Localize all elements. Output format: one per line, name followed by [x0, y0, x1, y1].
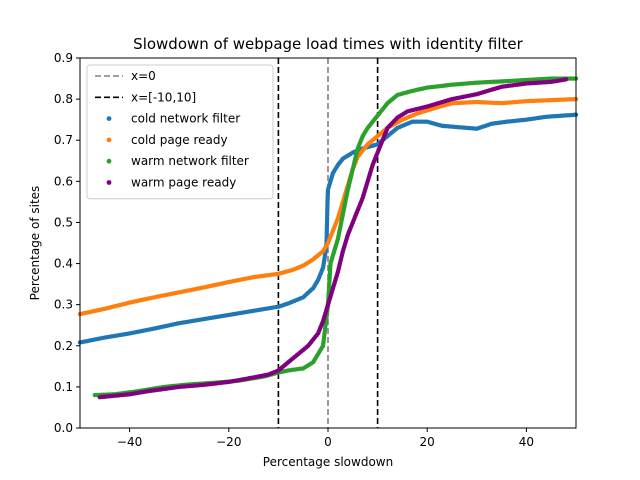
x-tick-label: 0	[324, 435, 332, 449]
legend-label: warm network filter	[131, 154, 249, 168]
point-3-291	[563, 77, 569, 82]
legend-label: x=0	[131, 69, 156, 83]
legend-label: cold page ready	[131, 133, 228, 147]
legend-swatch-dot	[106, 158, 112, 164]
y-tick-label: 0.1	[54, 380, 73, 394]
legend-swatch-dot	[106, 180, 112, 185]
y-tick-label: 0.7	[54, 133, 73, 147]
y-tick-label: 0.0	[54, 421, 73, 435]
legend-swatch-dot	[106, 116, 112, 121]
y-tick-label: 0.3	[54, 298, 73, 312]
legend-box	[86, 64, 274, 200]
legend: x=0 x=[-10,10] cold network filter cold pag…	[86, 64, 274, 200]
legend-swatch-dot	[106, 137, 112, 143]
x-axis-ticks: −40 −20 0 20 40	[117, 428, 534, 449]
series-0	[77, 112, 579, 345]
x-tick-label: 40	[519, 435, 534, 449]
y-tick-label: 0.6	[54, 174, 73, 188]
y-axis-ticks: 0.0 0.1 0.2 0.3 0.4 0.5 0.6 0.7 0.8 0.9	[54, 51, 80, 435]
y-tick-label: 0.9	[54, 51, 73, 65]
x-tick-label: −40	[117, 435, 142, 449]
x-axis-label: Percentage slowdown	[263, 455, 393, 469]
y-tick-label: 0.8	[54, 92, 73, 106]
x-tick-label: 20	[420, 435, 435, 449]
legend-label: cold network filter	[131, 112, 240, 126]
legend-label: warm page ready	[131, 176, 236, 190]
legend-label: x=[-10,10]	[131, 90, 196, 104]
y-axis-label: Percentage of sites	[28, 186, 42, 301]
y-tick-label: 0.4	[54, 257, 73, 271]
x-tick-label: −20	[216, 435, 241, 449]
y-tick-label: 0.2	[54, 339, 73, 353]
chart-title: Slowdown of webpage load times with iden…	[133, 35, 523, 53]
series-3	[97, 77, 569, 400]
y-tick-label: 0.5	[54, 215, 73, 229]
data-points	[77, 76, 579, 400]
